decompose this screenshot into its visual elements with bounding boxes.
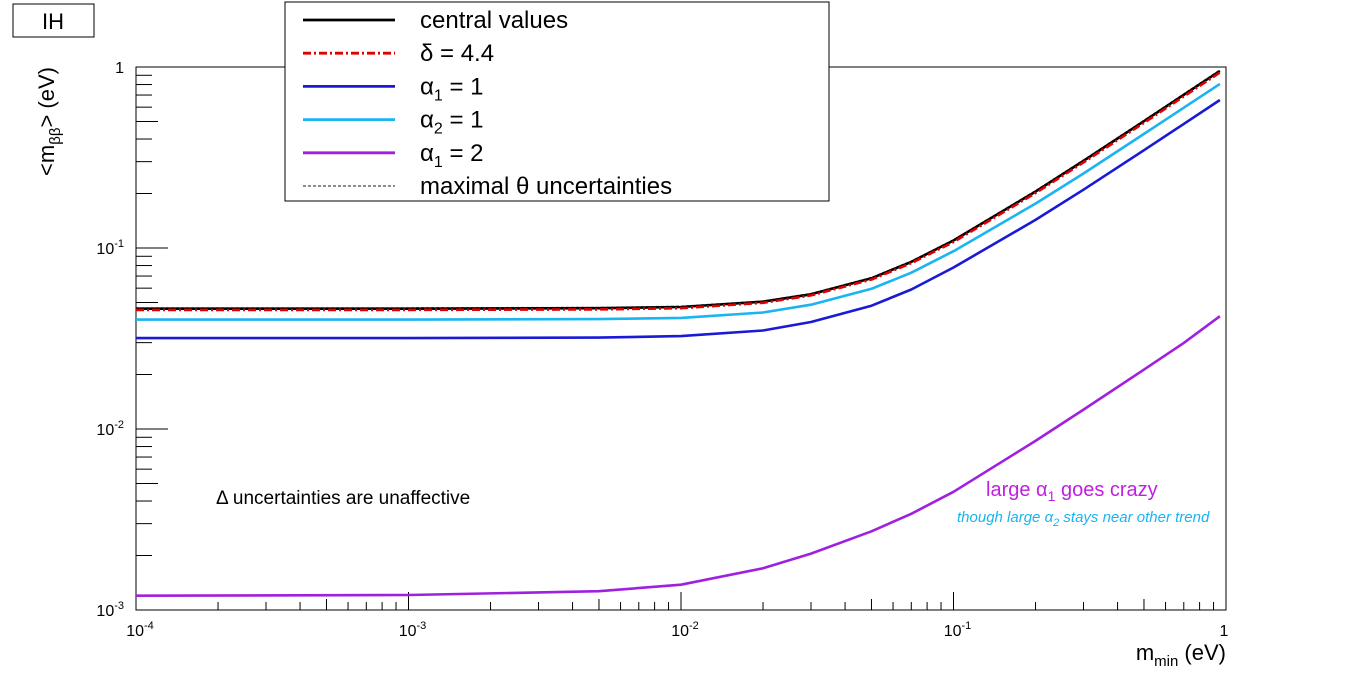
series-line	[135, 315, 1221, 598]
series-line	[136, 82, 1221, 321]
y-tick-label: 10-2	[96, 419, 124, 439]
y-tick-label: 1	[115, 60, 124, 77]
series-line	[136, 98, 1221, 340]
delta-annotation: Δ uncertainties are unaffective	[216, 488, 470, 509]
series-lines	[135, 69, 1221, 598]
alpha2-annotation: though large α2 stays near other trend	[957, 509, 1210, 529]
legend-entry: α2 = 1	[420, 107, 483, 138]
x-axis-title: mmin (eV)	[1136, 640, 1226, 670]
x-tick-label: 10-2	[671, 620, 699, 640]
y-tick-label: 10-1	[96, 238, 124, 258]
x-tick-label: 10-1	[944, 620, 972, 640]
x-tick-label: 10-3	[399, 620, 427, 640]
legend: central values δ = 4.4 α1 = 1α2 = 1α1 = 2m…	[284, 1, 830, 202]
legend-box	[284, 1, 830, 202]
y-tick-label: 10-3	[96, 600, 124, 620]
alpha1-annotation: large α1 goes crazy	[986, 479, 1158, 504]
x-tick-label: 1	[1220, 623, 1229, 640]
y-axis-title: <mββ> (eV)	[34, 67, 64, 176]
y-tick-labels: 10-3 10-2 10-1 1	[96, 60, 124, 620]
panel-label: IH	[42, 9, 64, 34]
axis-ticks	[135, 66, 1227, 611]
panel-label-box	[12, 3, 95, 38]
legend-entry: δ = 4.4	[420, 40, 494, 67]
x-tick-labels: 10-4 10-3 10-2 10-1 1	[126, 620, 1228, 640]
legend-entry: central values	[420, 7, 568, 34]
legend-entry: α1 = 2	[420, 140, 483, 171]
series-line	[136, 71, 1221, 312]
legend-entry: maximal θ uncertainties	[420, 173, 672, 200]
x-tick-label: 10-4	[126, 620, 154, 640]
legend-entry: α1 = 1	[420, 73, 483, 104]
